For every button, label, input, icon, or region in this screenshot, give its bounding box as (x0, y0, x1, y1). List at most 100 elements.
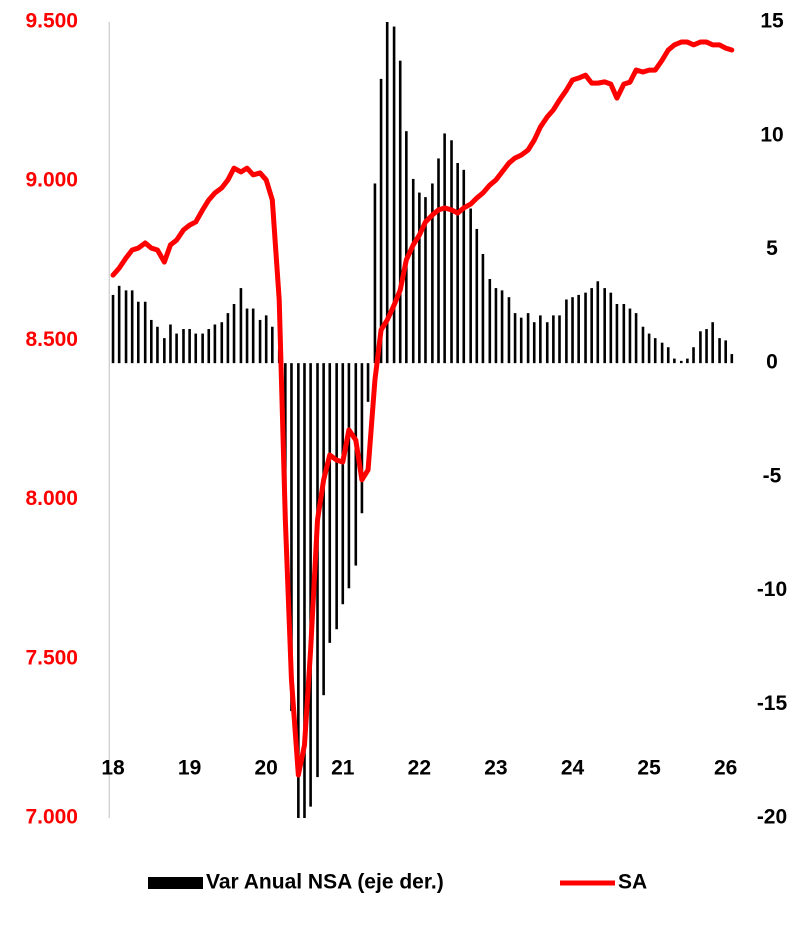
x-tick-label: 18 (101, 757, 125, 780)
bar (584, 292, 587, 364)
bar (705, 329, 708, 364)
bar (392, 26, 396, 364)
bar (450, 140, 453, 364)
bar (137, 301, 140, 364)
x-tick-label: 24 (561, 757, 585, 780)
bar (220, 322, 224, 364)
bar (418, 192, 421, 364)
x-tick-label: 25 (637, 757, 661, 780)
bar (577, 294, 580, 364)
bar (699, 331, 702, 364)
y2-tick-label: -20 (757, 806, 787, 829)
bar (469, 208, 472, 364)
bar (398, 60, 402, 364)
bar (532, 322, 536, 364)
y2-tick-label: 10 (760, 123, 783, 146)
bar (188, 329, 191, 364)
bar (360, 363, 364, 514)
y2-tick-label: -10 (757, 578, 787, 601)
y-tick-label: 7.500 (25, 646, 78, 669)
line (110, 39, 735, 778)
legend-swatch (148, 877, 203, 889)
bar (150, 319, 153, 364)
bar (488, 278, 492, 364)
bar (596, 281, 600, 364)
bar (111, 294, 115, 364)
bar (328, 363, 332, 643)
bar (475, 228, 479, 364)
bar (603, 288, 606, 364)
bar (647, 333, 651, 364)
bar (519, 317, 523, 364)
bar (347, 363, 351, 589)
bar (405, 131, 408, 364)
x-tick-label: 19 (178, 757, 201, 780)
bar (143, 301, 147, 364)
bar (507, 297, 511, 364)
bar (309, 363, 312, 807)
bar (175, 333, 178, 364)
bar (258, 319, 262, 364)
bar (264, 315, 268, 364)
bar (622, 304, 626, 364)
bar (711, 322, 714, 364)
bar (297, 363, 300, 818)
bar (303, 363, 306, 818)
bar (679, 360, 683, 364)
bar (634, 313, 638, 364)
bar (385, 22, 389, 364)
y2-tick-label: 15 (760, 10, 784, 33)
x-tick-label: 20 (255, 757, 278, 780)
bar (290, 363, 293, 712)
bar (500, 290, 504, 364)
bar (232, 304, 236, 364)
bar (443, 133, 446, 364)
bar (379, 78, 383, 364)
bar (156, 326, 159, 364)
bar (411, 178, 415, 364)
bar (673, 358, 676, 364)
x-tick-label: 23 (484, 757, 507, 780)
y-tick-label: 9.000 (25, 169, 78, 192)
legend-label: Var Anual NSA (eje der.) (206, 871, 444, 894)
bar (251, 308, 255, 364)
y-tick-label: 8.500 (25, 328, 78, 351)
y-tick-label: 9.500 (25, 10, 78, 33)
bar (590, 288, 593, 364)
bar (201, 333, 204, 364)
y2-tick-label: 5 (766, 237, 778, 260)
bar (335, 363, 338, 630)
bar (565, 299, 568, 364)
bar (424, 197, 427, 364)
bar (431, 183, 434, 364)
bar (718, 338, 721, 364)
legend-label: SA (618, 871, 647, 894)
bar (641, 326, 645, 364)
bar (558, 315, 561, 364)
bar (271, 326, 274, 364)
bar (545, 322, 549, 364)
bar (226, 313, 230, 364)
bar (213, 324, 217, 364)
bar (373, 183, 377, 364)
bar (609, 292, 613, 364)
bar (163, 338, 166, 364)
bar (513, 313, 517, 364)
bar (666, 347, 670, 364)
bar (354, 363, 358, 566)
bar (437, 158, 440, 364)
bar (494, 288, 498, 364)
y-tick-label: 7.000 (25, 806, 78, 829)
bar (169, 324, 172, 364)
bar (194, 333, 198, 364)
bar (322, 363, 325, 696)
bar (526, 313, 530, 364)
bar (124, 290, 128, 364)
bar (571, 297, 574, 364)
bar (692, 347, 695, 364)
bar (653, 338, 657, 364)
y-tick-label: 8.000 (25, 487, 78, 510)
bar (462, 169, 466, 364)
bar (456, 163, 459, 364)
